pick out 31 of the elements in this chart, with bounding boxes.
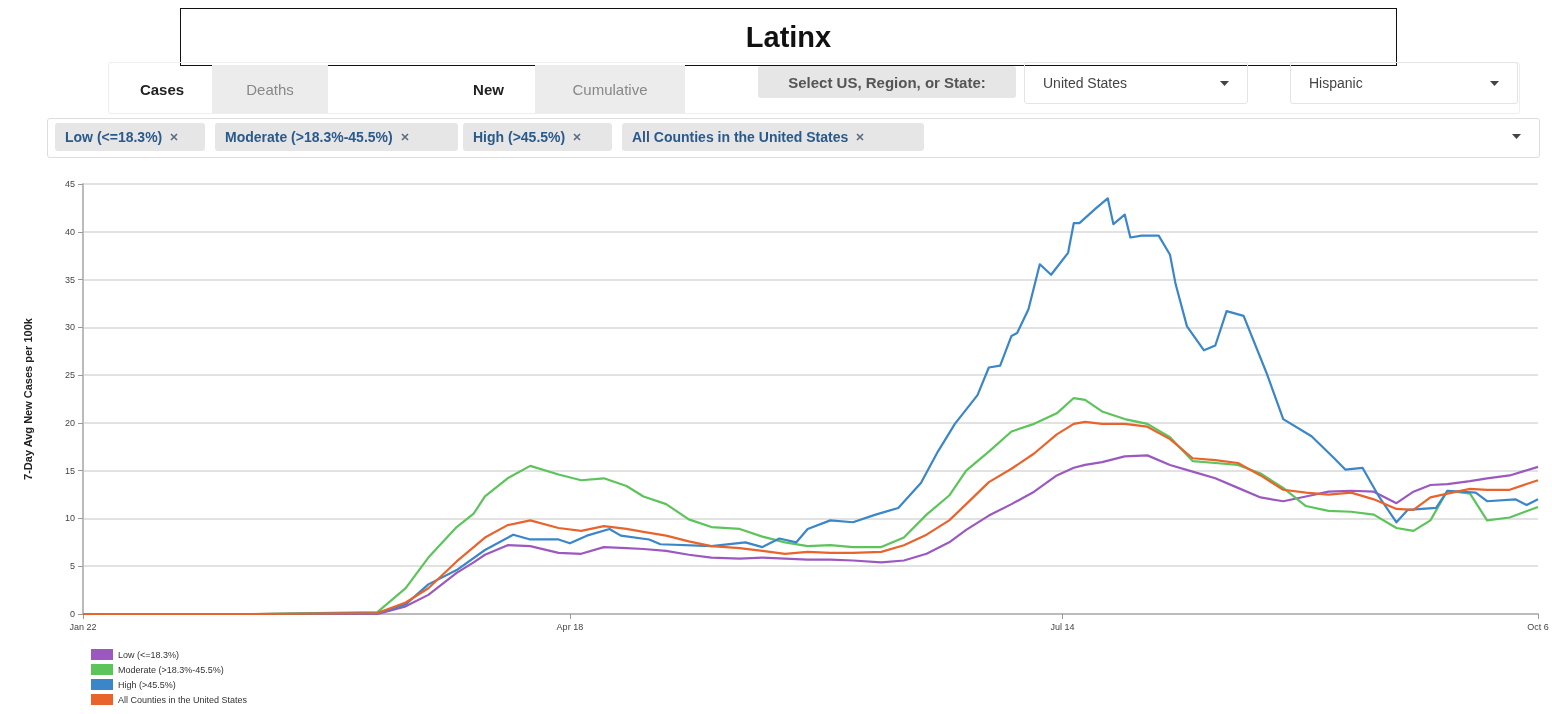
y-tick-label: 15	[64, 465, 75, 476]
x-tick-label: Apr 18	[556, 621, 584, 632]
text: Cumulative	[535, 65, 685, 113]
y-tick-label: 20	[64, 417, 75, 428]
y-tick-label: 40	[64, 226, 75, 237]
y-tick-label: 0	[69, 609, 75, 619]
text: Cases	[138, 79, 186, 100]
y-tick-label: 10	[64, 513, 75, 524]
y-tick-label: 45	[64, 179, 75, 189]
text: High (>45.5%)	[473, 129, 566, 145]
y-tick-label: 25	[64, 370, 75, 381]
y-axis-title: 7-Day Avg New Cases per 100k	[21, 317, 34, 480]
chart-title: Latinx	[180, 8, 1397, 66]
text: United States	[1043, 75, 1128, 91]
x-tick-label: Oct 6	[1527, 621, 1549, 632]
x-tick-label: Jul 14	[1050, 621, 1075, 632]
y-tick-label: 35	[64, 274, 75, 285]
legend-label: Moderate (>18.3%-45.5%)	[118, 664, 224, 675]
legend-label: Low (<=18.3%)	[118, 649, 180, 660]
text: New	[472, 79, 505, 100]
x-tick-label: Jan 22	[69, 621, 97, 632]
text: Deaths	[212, 65, 328, 113]
text: All Counties in the United States	[632, 129, 849, 145]
text: Moderate (>18.3%-45.5%)	[225, 129, 393, 145]
text: Hispanic	[1309, 75, 1363, 91]
legend-label: High (>45.5%)	[118, 679, 176, 690]
y-tick-label: 30	[64, 322, 75, 333]
y-tick-label: 5	[69, 561, 75, 572]
legend-label: All Counties in the United States	[118, 694, 248, 705]
text: Select US, Region, or State:	[758, 66, 1016, 98]
text: Low (<=18.3%)	[65, 129, 163, 145]
